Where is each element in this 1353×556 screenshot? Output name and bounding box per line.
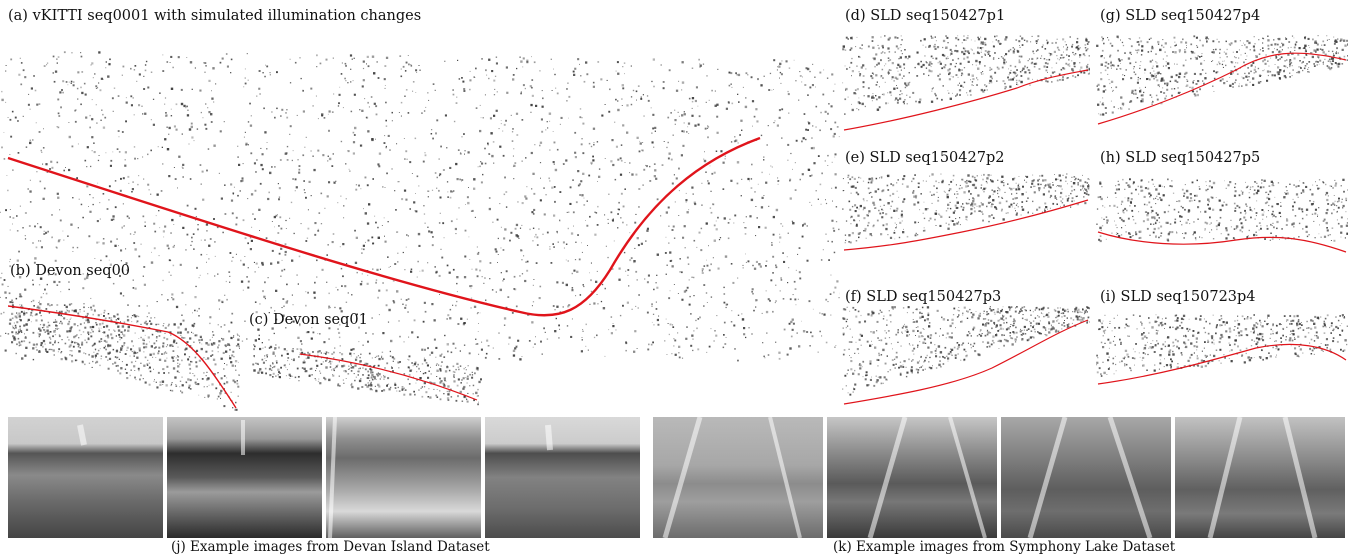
sld-p2-cloud: [842, 168, 1090, 256]
sld-p6-shoreline: [1097, 343, 1347, 385]
devon-photo-2: [167, 417, 322, 538]
vkitti-point-cloud: [0, 30, 840, 410]
devon-seq01-cloud: [252, 334, 482, 406]
devon-seq01-scatter: [252, 345, 482, 406]
devon-seq01-trajectory: [299, 353, 478, 401]
vkitti-trajectory: [7, 136, 761, 317]
sld-p2-shoreline: [843, 199, 1089, 251]
sld-p1-shoreline: [843, 69, 1089, 131]
caption-k: (k) Example images from Symphony Lake Da…: [833, 539, 1176, 555]
sld-p4-shoreline: [1097, 52, 1347, 125]
panel-e-title: (e) SLD seq150427p2: [845, 150, 1005, 166]
devon-photo-1: [8, 417, 163, 538]
sld-p5-cloud: [1096, 168, 1348, 256]
panel-c-title: (c) Devon seq01: [249, 312, 368, 328]
sld-p4-scatter: [1096, 35, 1348, 125]
symphony-photo-2: [827, 417, 997, 538]
panel-d-title: (d) SLD seq150427p1: [845, 8, 1006, 24]
sld-p3-cloud: [842, 296, 1090, 408]
vkitti-scatter: [0, 51, 840, 362]
caption-j: (j) Example images from Devan Island Dat…: [171, 539, 490, 555]
devon-seq00-trajectory: [8, 305, 237, 409]
sld-p5-shoreline: [1097, 231, 1347, 253]
sld-p6-cloud: [1096, 306, 1348, 388]
sld-p3-scatter: [842, 306, 1090, 405]
sld-p1-cloud: [842, 30, 1090, 134]
devon-photo-3: [326, 417, 481, 538]
sld-p4-cloud: [1096, 30, 1348, 128]
sld-p3-shoreline: [843, 319, 1089, 405]
panel-b-title: (b) Devon seq00: [10, 263, 131, 279]
panel-h-title: (h) SLD seq150427p5: [1100, 150, 1261, 166]
devon-seq00-cloud: [8, 282, 240, 412]
panel-a-title: (a) vKITTI seq0001 with simulated illumi…: [8, 8, 422, 24]
symphony-photo-3: [1001, 417, 1171, 538]
devon-photo-4: [485, 417, 640, 538]
panel-g-title: (g) SLD seq150427p4: [1100, 8, 1261, 24]
devon-seq00-scatter: [8, 292, 240, 411]
panel-i-title: (i) SLD seq150723p4: [1100, 289, 1256, 305]
symphony-photo-4: [1175, 417, 1345, 538]
panel-f-title: (f) SLD seq150427p3: [845, 289, 1002, 305]
sld-p2-scatter: [842, 173, 1090, 251]
sld-p6-scatter: [1096, 314, 1348, 385]
sld-p5-scatter: [1096, 178, 1348, 253]
symphony-photo-1: [653, 417, 823, 538]
sld-p1-scatter: [842, 35, 1090, 131]
